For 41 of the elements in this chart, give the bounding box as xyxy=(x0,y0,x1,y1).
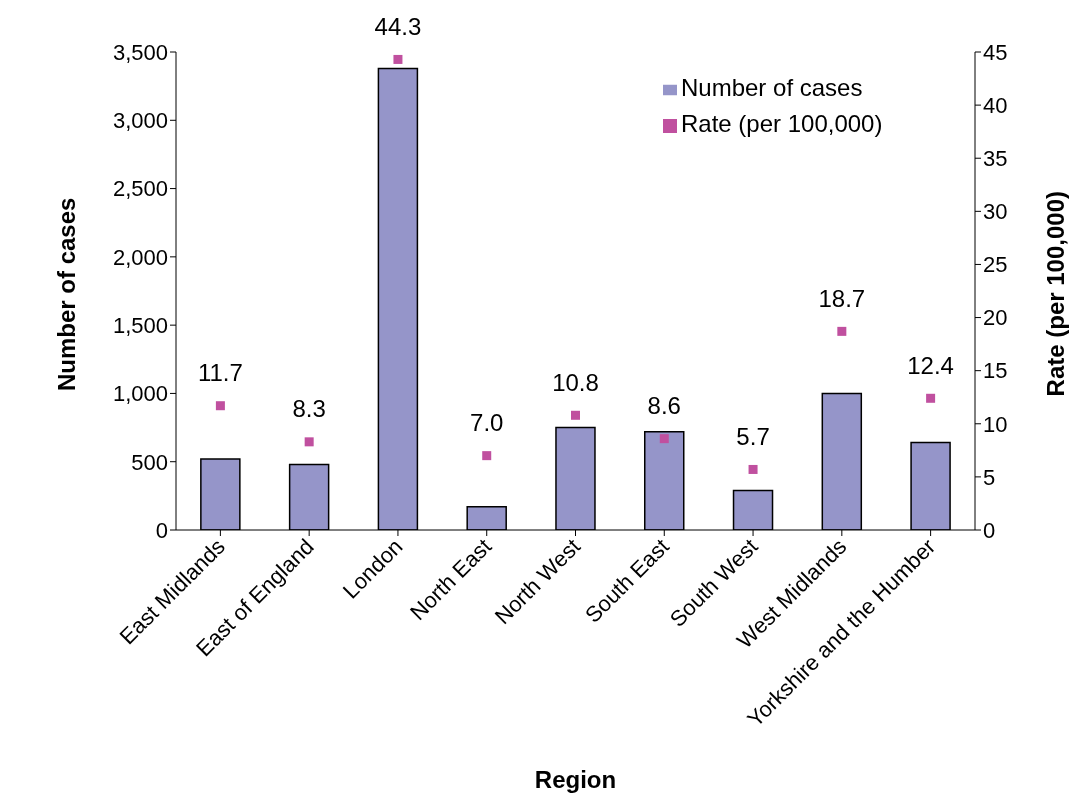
y2-tick-label: 5 xyxy=(983,464,996,490)
y-tick-label: 500 xyxy=(131,449,168,475)
point xyxy=(215,401,225,411)
data-label: 8.3 xyxy=(292,395,326,423)
y-tick-label: 3,500 xyxy=(112,39,168,65)
y-tick-label: 1,000 xyxy=(112,381,168,407)
y-tick-label: 2,000 xyxy=(112,244,168,270)
point xyxy=(837,326,847,336)
y2-tick-label: 20 xyxy=(983,305,1008,331)
y2-tick-label: 0 xyxy=(983,517,996,543)
data-label: 5.7 xyxy=(736,422,770,450)
y2-axis-title: Rate (per 100,000) xyxy=(1041,191,1069,397)
y2-tick-label: 10 xyxy=(983,411,1008,437)
y-tick-label: 2,500 xyxy=(112,176,168,202)
y2-tick-label: 40 xyxy=(983,92,1008,118)
data-label: 8.6 xyxy=(647,392,681,420)
y-tick-label: 1,500 xyxy=(112,312,168,338)
y2-tick-label: 15 xyxy=(983,358,1008,384)
data-label: 44.3 xyxy=(374,12,422,40)
data-label: 18.7 xyxy=(818,284,866,312)
y-tick-label: 3,000 xyxy=(112,108,168,134)
y-axis-title: Number of cases xyxy=(52,197,80,391)
y2-tick-label: 45 xyxy=(983,39,1008,65)
y2-tick-label: 25 xyxy=(983,252,1008,278)
point xyxy=(482,451,492,461)
point xyxy=(748,464,758,474)
legend-label: Rate (per 100,000) xyxy=(681,110,883,137)
data-label: 10.8 xyxy=(552,368,599,396)
x-axis-title: Region xyxy=(534,766,617,793)
point xyxy=(659,434,669,444)
point xyxy=(304,437,314,447)
point xyxy=(393,54,403,64)
data-label: 7.0 xyxy=(470,409,504,437)
point xyxy=(926,393,936,403)
y2-tick-label: 30 xyxy=(983,199,1008,225)
data-label: 12.4 xyxy=(907,351,954,379)
point xyxy=(571,410,580,420)
y2-tick-label: 35 xyxy=(983,146,1008,172)
data-label: 11.7 xyxy=(197,359,243,387)
y-tick-label: 0 xyxy=(155,517,168,543)
legend-label: Number of cases xyxy=(681,74,863,101)
